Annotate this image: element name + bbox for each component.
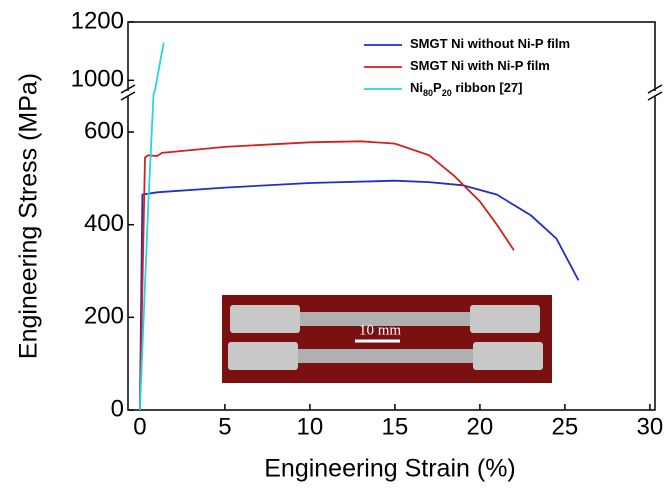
x-tick-label: 30 (637, 413, 664, 440)
axis-break-mark (647, 84, 663, 94)
specimen (300, 312, 470, 326)
y-tick-label: 0 (111, 395, 124, 422)
plot-frame (127, 21, 656, 411)
axis-break-gap (647, 91, 663, 96)
series-line (139, 42, 165, 411)
x-tick-label: 10 (297, 413, 324, 440)
x-tick-label: 5 (218, 413, 231, 440)
x-axis-label: Engineering Strain (%) (264, 455, 516, 483)
legend-label: Ni80P20 ribbon [27] (410, 80, 522, 98)
x-tick-label: 20 (467, 413, 494, 440)
series-line (139, 179, 580, 411)
inset-photo: 10 mm (222, 295, 552, 383)
y-axis-label: Engineering Stress (MPa) (15, 73, 43, 359)
y-tick-label: 1000 (71, 66, 124, 93)
axis-break-gap (120, 91, 136, 96)
y-tick-label: 200 (84, 303, 124, 330)
specimen (228, 342, 298, 370)
y-tick-label: 1200 (71, 7, 124, 34)
legend-label: SMGT Ni without Ni-P film (410, 36, 570, 51)
specimen (230, 305, 300, 333)
y-tick-label: 400 (84, 210, 124, 237)
axis-break-mark (647, 91, 663, 101)
axis-break-mark (120, 91, 136, 101)
scale-label: 10 mm (359, 322, 401, 338)
axis-break-mark (120, 84, 136, 94)
legend-label: SMGT Ni with Ni-P film (410, 58, 550, 73)
specimen (470, 305, 540, 333)
x-tick-label: 15 (382, 413, 409, 440)
x-tick-label: 0 (133, 413, 146, 440)
specimen (473, 342, 543, 370)
specimen (298, 349, 473, 363)
y-tick-label: 600 (84, 117, 124, 144)
x-tick-label: 25 (552, 413, 579, 440)
